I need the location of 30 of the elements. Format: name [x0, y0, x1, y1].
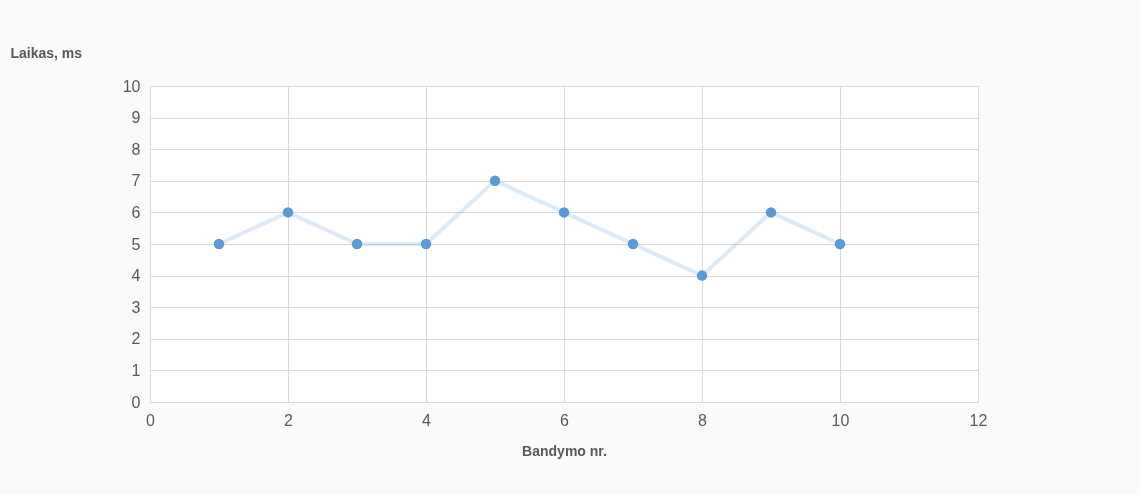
- x-tick-label: 0: [146, 411, 156, 429]
- y-tick-label: 9: [131, 109, 141, 127]
- y-tick-label: 7: [131, 172, 141, 190]
- point: [420, 238, 432, 250]
- y-tick-label: 5: [131, 235, 141, 253]
- point: [351, 238, 363, 250]
- y-tick-label: 10: [122, 77, 141, 95]
- y-axis-title: Laikas, ms: [10, 44, 83, 61]
- y-tick-label: 1: [131, 361, 141, 379]
- y-tick-label: 0: [131, 393, 141, 411]
- y-tick-label: 4: [131, 267, 141, 285]
- point: [765, 207, 777, 218]
- x-tick-label: 8: [698, 411, 708, 429]
- point: [213, 238, 225, 250]
- y-tick-label: 2: [131, 330, 141, 348]
- y-tick-label: 6: [131, 203, 141, 221]
- point: [834, 238, 846, 250]
- x-tick-label: 12: [969, 411, 988, 429]
- point: [696, 270, 708, 281]
- y-tick-label: 3: [131, 298, 141, 316]
- x-tick-label: 6: [560, 411, 570, 429]
- x-tick-label: 2: [284, 411, 294, 429]
- point: [489, 175, 501, 187]
- x-tick-label: 4: [422, 411, 432, 429]
- x-tick-label: 10: [831, 411, 850, 429]
- point: [558, 207, 570, 218]
- y-tick-label: 8: [131, 140, 141, 158]
- point: [282, 207, 294, 218]
- point: [627, 238, 639, 250]
- x-axis-title: Bandymo nr.: [522, 442, 607, 459]
